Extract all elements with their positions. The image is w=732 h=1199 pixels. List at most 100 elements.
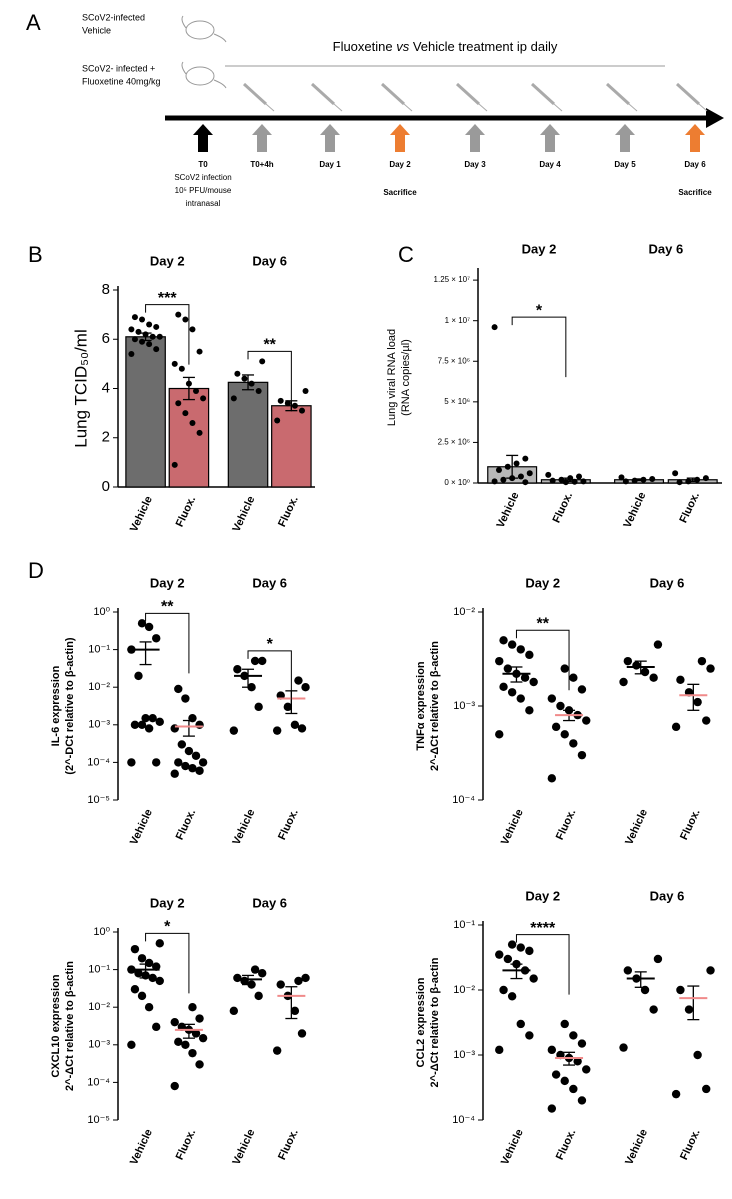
point xyxy=(156,333,163,340)
point xyxy=(582,1065,591,1074)
point xyxy=(495,467,502,474)
group-label: Day 6 xyxy=(252,575,287,590)
arrow-head xyxy=(252,124,272,135)
arrow-head xyxy=(540,124,560,135)
point xyxy=(525,946,534,956)
bar xyxy=(227,381,269,488)
x-tick-label: Vehicle xyxy=(499,807,526,846)
point xyxy=(676,479,683,486)
point xyxy=(191,1029,201,1038)
point xyxy=(302,387,309,394)
y-tick-label: 1 × 10⁷ xyxy=(445,316,470,325)
point xyxy=(144,622,154,632)
arrow-head xyxy=(685,124,705,135)
mouse-icons xyxy=(181,15,227,89)
point xyxy=(560,664,569,673)
point xyxy=(171,360,178,367)
arrow-shaft xyxy=(198,134,208,152)
arrow-shaft xyxy=(690,134,700,152)
point xyxy=(135,328,142,335)
point xyxy=(155,717,164,727)
y-tick-label: 5 × 10⁶ xyxy=(444,397,470,406)
legend-text: Fluoxetine 40mg/kg xyxy=(82,76,161,86)
y-tick-label: 1.25 × 10⁷ xyxy=(434,275,471,284)
point xyxy=(128,326,135,333)
x-tick-label: Fluox. xyxy=(174,494,199,528)
point xyxy=(491,324,498,331)
x-tick-label: Vehicle xyxy=(230,494,257,533)
timepoint-label: Day 4 xyxy=(539,160,561,169)
y-tick-label: 10⁻⁴ xyxy=(452,794,475,806)
y-tick-label: 10⁻³ xyxy=(88,1039,110,1051)
point xyxy=(507,688,517,697)
x-tick-label: Vehicle xyxy=(128,494,155,533)
point xyxy=(297,1029,307,1038)
group-label: Day 6 xyxy=(252,253,287,268)
y-tick-label: 7.5 × 10⁶ xyxy=(438,356,470,365)
point xyxy=(130,944,140,954)
syringe xyxy=(455,82,481,106)
needle xyxy=(553,103,563,112)
group-label: Day 2 xyxy=(150,253,185,268)
point xyxy=(522,455,529,462)
y-tick-label: 10⁻³ xyxy=(453,700,475,712)
significance-bracket xyxy=(145,932,190,994)
point xyxy=(549,477,556,484)
group-label: Day 2 xyxy=(525,575,560,590)
syringe xyxy=(310,82,336,106)
point xyxy=(551,722,561,732)
point xyxy=(499,985,508,995)
point xyxy=(529,974,538,983)
point xyxy=(545,471,552,478)
x-tick-label: Fluox. xyxy=(678,1127,703,1161)
timepoint-label: T0 xyxy=(198,160,208,169)
point xyxy=(697,656,707,666)
point xyxy=(623,966,633,975)
point xyxy=(298,407,305,414)
point xyxy=(507,992,517,1001)
point xyxy=(706,966,715,975)
point xyxy=(495,730,504,739)
point xyxy=(301,683,310,692)
point xyxy=(250,965,260,974)
point xyxy=(547,694,557,703)
point xyxy=(153,346,160,353)
point xyxy=(503,954,513,964)
point xyxy=(174,758,183,767)
point xyxy=(137,954,147,963)
point xyxy=(170,1081,179,1091)
point xyxy=(149,333,156,340)
point xyxy=(131,314,138,321)
timepoint-label: Day 3 xyxy=(464,160,486,169)
point xyxy=(200,395,207,402)
y-axis-label: TNFα expression xyxy=(415,661,427,751)
significance-bracket xyxy=(247,650,292,711)
y-axis-label: (RNA copies/µl) xyxy=(400,339,412,416)
point xyxy=(174,1037,183,1047)
significance-bracket xyxy=(145,612,190,674)
point xyxy=(547,1104,557,1113)
significance-label: * xyxy=(267,636,274,653)
point xyxy=(706,664,715,673)
point xyxy=(195,1060,204,1069)
needle xyxy=(698,103,708,112)
point xyxy=(182,316,189,323)
significance-bracket xyxy=(145,304,190,365)
arrow-shaft xyxy=(620,134,630,152)
point xyxy=(693,697,702,707)
point xyxy=(230,395,237,402)
point xyxy=(170,724,179,733)
x-tick-label: Vehicle xyxy=(495,490,522,529)
point xyxy=(671,722,681,732)
y-axis-label: 2^-ΔCt relative to β-actin xyxy=(64,961,76,1091)
point xyxy=(569,1084,578,1094)
t0-note: 10⁵ PFU/mouse xyxy=(175,186,232,195)
significance-bracket xyxy=(515,629,570,691)
point xyxy=(649,475,656,482)
point xyxy=(516,645,525,654)
y-tick-label: 10⁻² xyxy=(88,681,110,693)
point xyxy=(495,1045,504,1055)
point xyxy=(181,694,190,703)
legend-text: Vehicle xyxy=(82,25,111,35)
